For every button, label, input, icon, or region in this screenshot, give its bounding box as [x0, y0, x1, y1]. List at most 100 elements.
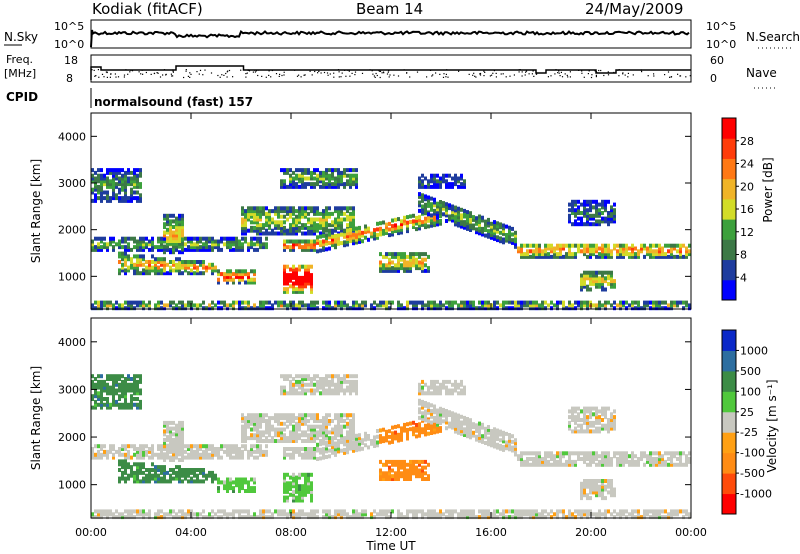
velocity-cell	[553, 462, 556, 467]
power-cell	[304, 225, 307, 230]
power-cell	[139, 239, 142, 244]
velocity-cell	[355, 442, 358, 447]
power-cell	[406, 263, 409, 268]
power-cell	[298, 217, 301, 222]
velocity-cell	[469, 421, 472, 425]
velocity-cell	[313, 430, 316, 435]
velocity-cell	[169, 455, 172, 460]
power-cell	[220, 272, 223, 277]
velocity-cell	[283, 413, 286, 418]
power-cell	[397, 303, 400, 308]
power-cell	[400, 230, 403, 235]
power-cell	[301, 300, 304, 305]
velocity-cell	[421, 465, 424, 470]
velocity-cell	[208, 447, 211, 451]
velocity-cell	[286, 439, 289, 443]
velocity-cell	[391, 439, 394, 444]
power-cell	[433, 220, 436, 225]
velocity-cell	[475, 423, 478, 428]
power-cell	[106, 198, 109, 203]
power-cell	[343, 232, 346, 236]
power-cell	[418, 215, 421, 220]
velocity-cell	[421, 509, 424, 514]
velocity-cell	[325, 413, 328, 418]
power-cell	[433, 214, 436, 219]
power-cell	[136, 262, 139, 267]
power-cell	[181, 233, 184, 238]
nave-point	[382, 71, 385, 73]
power-cell	[106, 170, 109, 175]
velocity-cell	[349, 388, 352, 393]
velocity-cell	[196, 452, 199, 457]
velocity-cell	[460, 423, 463, 428]
velocity-cell	[418, 385, 421, 390]
power-cell	[460, 216, 463, 221]
velocity-cell	[256, 421, 259, 426]
power-cell	[424, 268, 427, 273]
velocity-cell	[445, 414, 448, 419]
velocity-cell	[286, 413, 289, 418]
velocity-cell	[250, 444, 253, 449]
velocity-cell	[253, 413, 256, 418]
velocity-cell	[406, 468, 409, 473]
power-cell	[112, 306, 115, 311]
power-cell	[319, 234, 322, 239]
velocity-cell	[580, 457, 583, 461]
power-cell	[460, 213, 463, 218]
velocity-cell	[154, 515, 157, 520]
power-cell	[436, 303, 439, 308]
velocity-cell	[229, 512, 232, 517]
power-cell	[589, 213, 592, 218]
velocity-cell	[511, 509, 514, 514]
velocity-cell	[241, 427, 244, 432]
power-cell	[601, 276, 604, 281]
power-cell	[271, 231, 274, 236]
nave-point	[435, 72, 437, 74]
power-cell	[310, 228, 313, 233]
power-cell	[232, 247, 235, 252]
power-cell	[256, 242, 259, 247]
velocity-cell	[568, 409, 571, 414]
power-cell	[436, 207, 439, 212]
velocity-cell	[139, 462, 142, 467]
velocity-cell	[166, 449, 169, 454]
power-cell	[301, 209, 304, 214]
power-cell	[586, 306, 589, 311]
power-colorbar-tick-4: 4	[740, 271, 747, 284]
nave-point	[162, 74, 164, 76]
velocity-cell	[154, 470, 157, 475]
power-cell	[652, 243, 655, 248]
power-cell	[607, 211, 610, 215]
velocity-cell	[160, 447, 163, 451]
velocity-cell	[445, 411, 448, 416]
velocity-cell	[274, 430, 277, 435]
power-cell	[295, 303, 298, 308]
velocity-cell	[286, 487, 289, 491]
power-cell	[604, 249, 607, 254]
velocity-cell	[331, 374, 334, 379]
power-cell	[514, 230, 517, 235]
velocity-cell	[493, 441, 496, 446]
power-cell	[190, 245, 193, 250]
power-cell	[505, 238, 508, 243]
velocity-cell	[334, 447, 337, 452]
power-cell	[601, 243, 604, 248]
power-cell	[229, 303, 232, 308]
power-cell	[343, 234, 346, 239]
velocity-cell	[355, 433, 358, 438]
power-cell	[604, 270, 607, 275]
velocity-cell	[112, 379, 115, 384]
power-cell	[247, 211, 250, 216]
power-cell	[511, 240, 514, 245]
power-cell	[133, 196, 136, 201]
velocity-cell	[433, 385, 436, 390]
velocity-cell	[121, 473, 124, 478]
power-cell	[598, 281, 601, 286]
power-cell	[538, 303, 541, 308]
velocity-cell	[358, 515, 361, 520]
power-cell	[331, 228, 334, 233]
velocity-cell	[583, 490, 586, 495]
velocity-cell	[295, 487, 298, 491]
power-cell	[235, 300, 238, 305]
velocity-cell	[592, 481, 595, 486]
